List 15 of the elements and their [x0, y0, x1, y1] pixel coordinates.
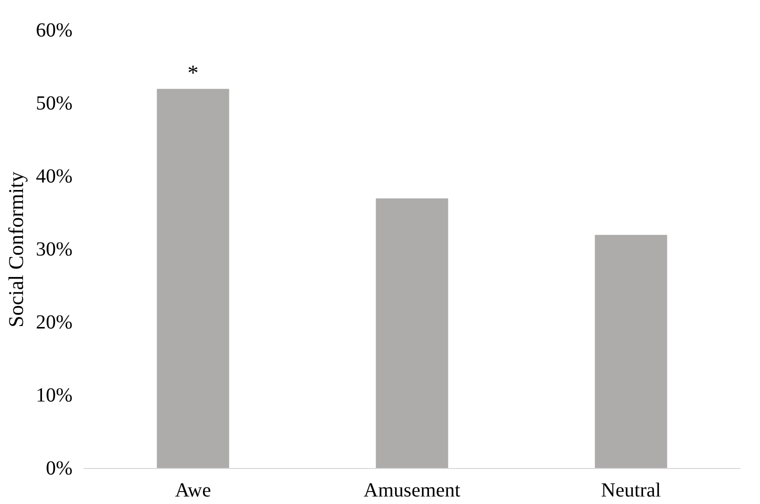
y-tick-label: 50%: [36, 92, 73, 114]
annotation: *: [188, 60, 198, 85]
y-tick-label: 20%: [36, 312, 73, 334]
x-tick-label: Awe: [175, 480, 212, 502]
y-tick-label: 10%: [36, 384, 73, 406]
y-tick-label: 30%: [36, 238, 73, 260]
y-tick-label: 60%: [36, 20, 73, 42]
x-tick-label: Amusement: [364, 480, 461, 502]
bar: [376, 198, 448, 468]
y-tick-label: 0%: [46, 458, 73, 480]
bar: [156, 88, 230, 468]
y-axis-title: Social Conformity: [4, 171, 28, 328]
x-tick-label: Neutral: [601, 480, 662, 502]
bar: [594, 234, 668, 468]
y-tick-label: 40%: [36, 166, 73, 188]
